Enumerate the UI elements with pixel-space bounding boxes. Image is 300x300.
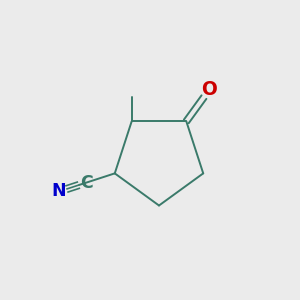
Text: O: O xyxy=(201,80,217,99)
Text: C: C xyxy=(80,174,93,192)
Text: N: N xyxy=(52,182,67,200)
